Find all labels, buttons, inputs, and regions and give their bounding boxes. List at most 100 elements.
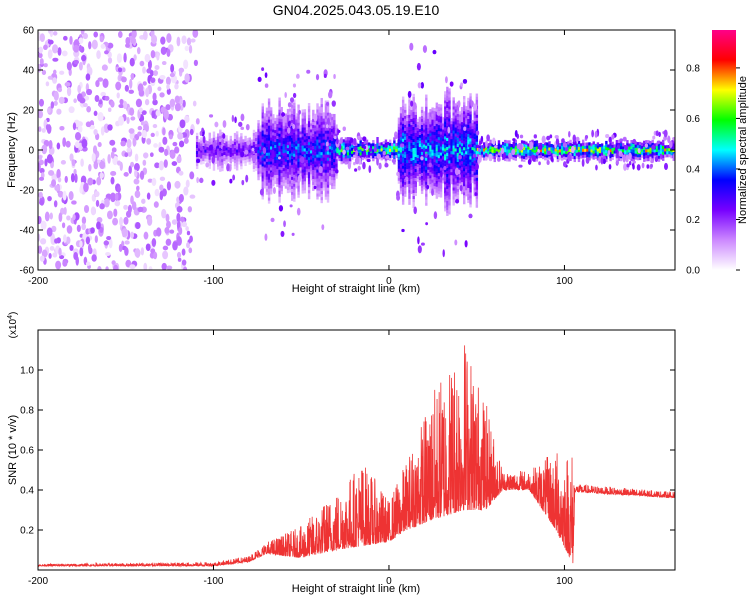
spectrogram-cell <box>303 187 307 191</box>
spectrogram-cell <box>303 124 307 128</box>
spectrogram-cell <box>284 149 288 153</box>
spectrogram-cell <box>77 84 82 94</box>
spectrogram-cell <box>399 155 403 159</box>
spectrogram-cell <box>467 163 470 167</box>
spectrogram-cell <box>278 133 281 137</box>
spectrogram-cell <box>324 106 328 110</box>
spectrogram-cell <box>489 148 492 152</box>
spectrogram-cell <box>452 190 455 194</box>
spectrogram-cell <box>295 140 298 144</box>
spectrogram-cell <box>276 141 279 145</box>
spectrogram-cell <box>401 135 405 139</box>
spectrogram-cell <box>52 77 58 84</box>
spectrogram-cell <box>636 164 641 171</box>
spectrogram-cell <box>272 129 275 133</box>
spectrogram-cell <box>252 129 256 133</box>
spectrogram-cell <box>378 148 381 152</box>
spectrogram-cell <box>388 154 392 158</box>
spectrogram-cell <box>254 158 258 163</box>
spectrogram-cell <box>267 197 271 201</box>
spectrogram-cell <box>632 143 635 148</box>
spectrogram-cell <box>73 168 77 175</box>
spectrogram-cell <box>303 163 307 167</box>
spectrogram-cell <box>257 120 260 124</box>
spectrogram-cell <box>395 148 398 153</box>
spectrogram-cell <box>575 146 579 150</box>
spectrogram-cell <box>380 148 383 152</box>
spectrogram-cell <box>351 144 354 148</box>
spectrogram-cell <box>318 160 321 164</box>
spectrogram-cell <box>460 115 464 120</box>
spectrogram-cell <box>293 141 296 145</box>
spectrogram-cell <box>143 231 149 240</box>
spectrogram-cell <box>351 141 354 145</box>
spectrogram-cell <box>328 125 332 129</box>
spectrogram-cell <box>401 180 405 184</box>
spectrogram-cell <box>373 147 378 152</box>
spectrogram-cell <box>458 180 462 184</box>
spectrogram-cell <box>412 201 415 206</box>
spectrogram-cell <box>446 119 449 123</box>
spectrogram-cell <box>155 227 162 237</box>
spectrogram-cell <box>274 150 277 155</box>
spectrogram-cell <box>458 132 462 136</box>
spectrogram-cell <box>145 87 150 98</box>
spectrogram-cell <box>318 130 321 134</box>
spectrogram-cell <box>581 142 585 146</box>
spectrogram-cell <box>452 139 455 143</box>
spectrogram-cell <box>404 133 407 137</box>
spectrogram-cell <box>474 192 478 197</box>
spectrogram-cell <box>423 174 426 178</box>
spectrogram-cell <box>62 190 67 201</box>
spectrogram-cell <box>437 148 441 153</box>
spectrogram-cell <box>628 146 631 150</box>
spectrogram-cell <box>276 132 279 136</box>
spectrogram-cell <box>506 140 509 144</box>
spectrogram-cell <box>267 116 271 120</box>
spectrogram-cell <box>309 168 313 172</box>
spectrogram-cell <box>401 189 405 193</box>
spectrogram-cell <box>504 157 507 162</box>
spectrogram-cell <box>427 148 430 152</box>
spectrogram-cell <box>416 151 420 155</box>
spectrogram-cell <box>511 149 516 156</box>
spectrogram-cell <box>305 168 309 172</box>
spectrogram-cell <box>435 177 439 181</box>
spectrogram-cell <box>423 141 426 145</box>
spectrogram-cell <box>386 141 390 146</box>
spectrogram-cell <box>214 157 218 161</box>
spectrogram-cell <box>435 141 439 145</box>
spectrogram-cell <box>108 238 113 249</box>
spectrogram-cell <box>335 160 338 164</box>
spectrogram-cell <box>109 192 116 203</box>
spectrogram-cell <box>384 160 388 164</box>
spectrogram-cell <box>293 168 296 172</box>
spectrogram-cell <box>326 184 330 188</box>
spectrogram-cell <box>406 117 409 122</box>
spectrogram-cell <box>516 153 520 157</box>
spectrogram-cell <box>423 126 426 130</box>
spectrogram-cell <box>473 142 476 146</box>
spectrogram-cell <box>420 106 424 110</box>
spectrogram-cell <box>444 94 447 98</box>
spectrogram-cell <box>280 133 283 138</box>
spectrogram-cell <box>309 156 313 160</box>
spectrogram-cell <box>328 119 332 123</box>
spectrogram-cell <box>284 131 288 135</box>
spectrogram-cell <box>333 131 336 136</box>
spectrogram-cell <box>425 112 428 116</box>
spectrogram-cell <box>331 100 336 107</box>
spectrogram-cell <box>305 156 309 160</box>
spectrogram-cell <box>435 150 439 154</box>
spectrogram-cell <box>617 139 621 143</box>
spectrogram-cell <box>446 137 449 141</box>
spectrogram-cell <box>643 155 646 159</box>
spectrogram-cell <box>499 153 503 157</box>
spectrogram-cell <box>399 140 403 144</box>
spectrogram-cell <box>240 145 243 149</box>
spectrogram-cell <box>326 112 330 116</box>
spectrogram-cell <box>628 161 632 166</box>
spectrogram-cell <box>146 216 153 226</box>
spectrogram-cell <box>83 204 90 214</box>
spectrogram-cell <box>427 133 430 137</box>
